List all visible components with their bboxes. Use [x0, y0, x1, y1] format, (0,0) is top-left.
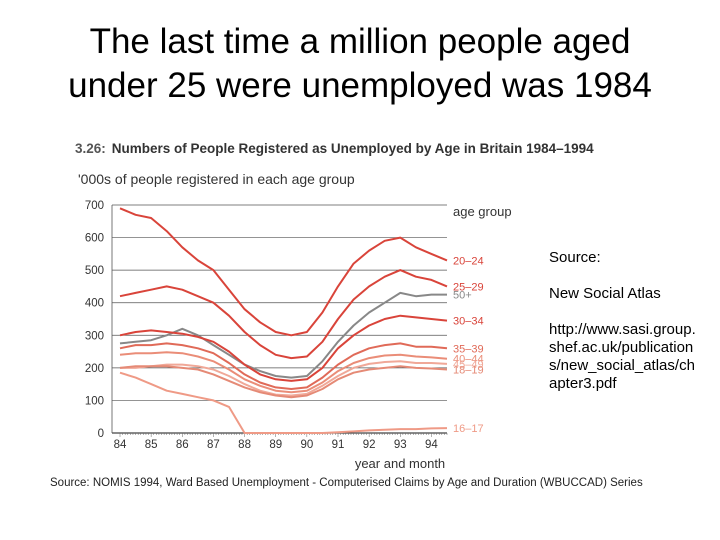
y-tick-label: 600	[85, 233, 104, 245]
legend-title: age group	[453, 204, 512, 219]
series-label: 30–34	[453, 316, 484, 328]
source-url[interactable]: http://www.sasi.group.shef.ac.uk/publica…	[549, 321, 696, 392]
x-tick-label: 88	[238, 439, 251, 451]
x-tick-label: 87	[207, 439, 220, 451]
source-atlas: New Social Atlas	[549, 285, 661, 302]
source-label: Source:	[549, 249, 601, 266]
x-tick-label: 90	[300, 439, 313, 451]
x-tick-label: 92	[363, 439, 376, 451]
series-line	[119, 365, 448, 399]
series-line	[119, 207, 448, 337]
series-line	[119, 342, 448, 390]
x-tick-label: 91	[332, 439, 345, 451]
chart-title: 3.26: Numbers of People Registered as Une…	[75, 141, 594, 156]
series-label: 40–44	[453, 354, 484, 366]
x-tick-label: 85	[145, 439, 158, 451]
y-tick-label: 500	[85, 265, 104, 277]
series-label: 16–17	[453, 423, 484, 435]
x-tick-label: 89	[269, 439, 282, 451]
series-label: 18–19	[453, 364, 484, 376]
x-tick-label: 94	[425, 439, 438, 451]
y-tick-label: 0	[98, 428, 104, 440]
series-line	[119, 371, 448, 434]
series-label: 25–29	[453, 281, 484, 293]
y-tick-label: 700	[85, 200, 104, 212]
series-line	[119, 269, 448, 360]
series-label: 45–49	[453, 359, 484, 371]
x-axis-label: year and month	[355, 456, 445, 471]
series-line	[119, 314, 448, 382]
series-line	[120, 360, 448, 397]
slide-title-line-1: The last time a million people aged	[89, 22, 631, 61]
y-axis-label: '000s of people registered in each age g…	[78, 171, 355, 187]
y-tick-label: 200	[85, 363, 104, 375]
x-tick-label: 84	[114, 439, 127, 451]
series-label: 50+	[453, 290, 472, 302]
slide-title: The last time a million people aged unde…	[0, 20, 720, 108]
y-tick-label: 400	[85, 298, 104, 310]
chart-title-text: Numbers of People Registered as Unemploy…	[111, 141, 594, 156]
series-label: 20–24	[453, 255, 484, 267]
y-tick-label: 100	[85, 395, 104, 407]
figure-number: 3.26:	[75, 141, 106, 156]
x-tick-label: 86	[176, 439, 189, 451]
slide-title-line-2: under 25 were unemployed was 1984	[68, 66, 652, 105]
series-line	[119, 351, 448, 394]
series-label: 35–39	[453, 343, 484, 355]
x-tick-label: 93	[394, 439, 407, 451]
source-note: Source: New Social Atlas http://www.sasi…	[549, 249, 699, 393]
footer-source: Source: NOMIS 1994, Ward Based Unemploym…	[50, 477, 643, 489]
y-tick-label: 300	[85, 330, 104, 342]
